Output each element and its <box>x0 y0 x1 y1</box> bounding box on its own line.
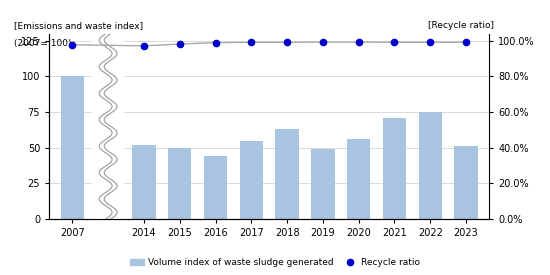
Bar <box>168 148 191 219</box>
Bar <box>276 129 299 219</box>
Bar <box>454 146 478 219</box>
Bar <box>419 112 442 219</box>
Bar <box>383 118 406 219</box>
Bar <box>60 76 84 219</box>
Bar <box>311 149 334 219</box>
Bar <box>204 156 227 219</box>
Text: [Emissions and waste index]: [Emissions and waste index] <box>14 21 143 30</box>
Text: (2007= 100): (2007= 100) <box>14 39 72 48</box>
Bar <box>347 139 370 219</box>
Bar <box>92 29 124 222</box>
Legend: Volume index of waste sludge generated, Recycle ratio: Volume index of waste sludge generated, … <box>126 254 424 271</box>
Text: [Recycle ratio]: [Recycle ratio] <box>428 21 494 30</box>
Bar <box>133 145 156 219</box>
Bar <box>240 141 263 219</box>
